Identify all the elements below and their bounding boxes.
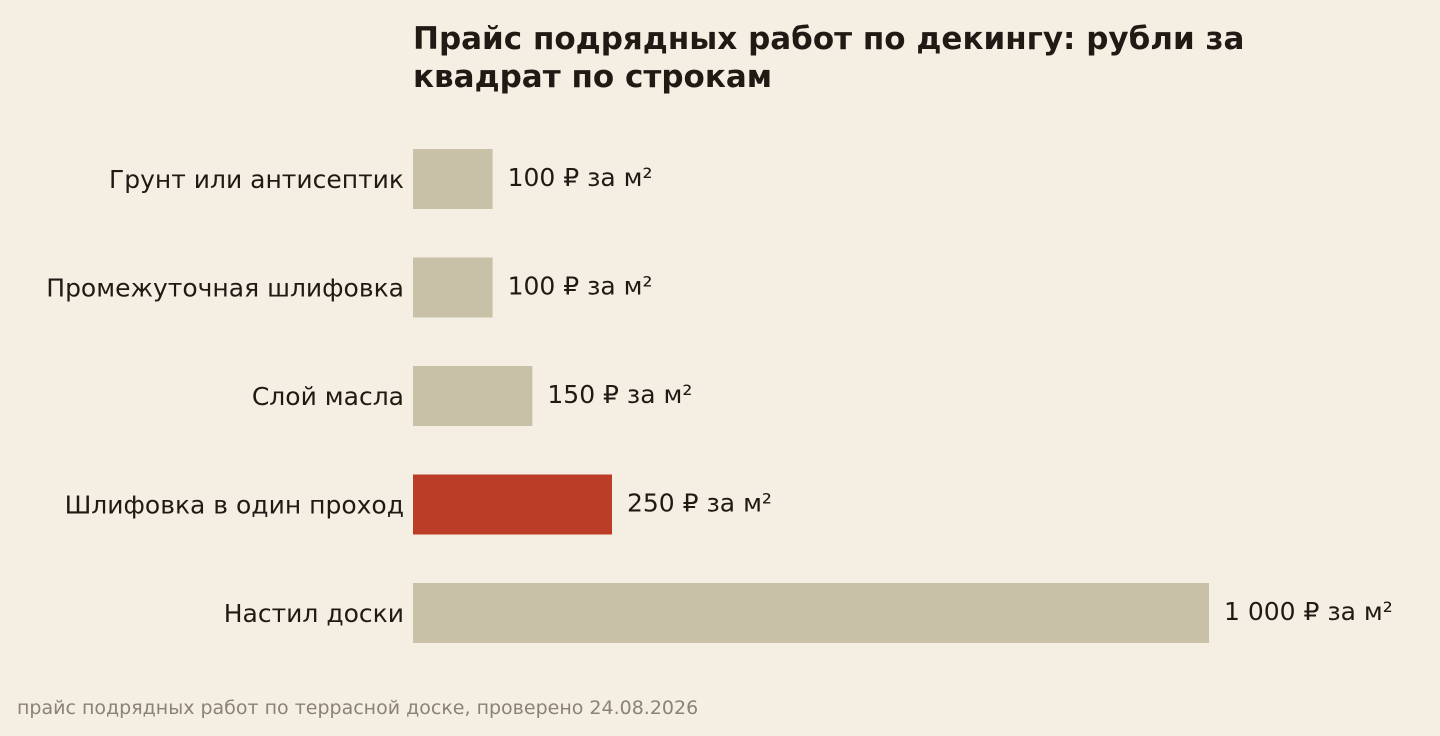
category-label-5: Настил доски	[224, 599, 404, 628]
category-label-2: Промежуточная шлифовка	[46, 274, 404, 303]
bar-1	[413, 149, 493, 209]
chart-title: Прайс подрядных работ по декингу: рубли …	[413, 21, 1245, 95]
source-note: прайс подрядных работ по террасной доске…	[17, 697, 699, 719]
bars-group: Грунт или антисептик 100 ₽ за м² Промежуто…	[46, 149, 1393, 643]
category-label-4: Шлифовка в один проход	[65, 491, 404, 520]
category-label-1: Грунт или антисептик	[109, 165, 404, 194]
bar-2	[413, 257, 493, 318]
value-label-3: 150 ₽ за м²	[547, 380, 692, 409]
bar-3	[413, 366, 533, 426]
bar-4	[413, 474, 612, 535]
value-label-4: 250 ₽ за м²	[627, 489, 772, 518]
value-label-1: 100 ₽ за м²	[508, 163, 653, 192]
category-label-3: Слой масла	[252, 382, 404, 411]
value-label-5: 1 000 ₽ за м²	[1224, 597, 1393, 626]
value-label-2: 100 ₽ за м²	[508, 272, 653, 301]
bar-5	[413, 583, 1209, 643]
